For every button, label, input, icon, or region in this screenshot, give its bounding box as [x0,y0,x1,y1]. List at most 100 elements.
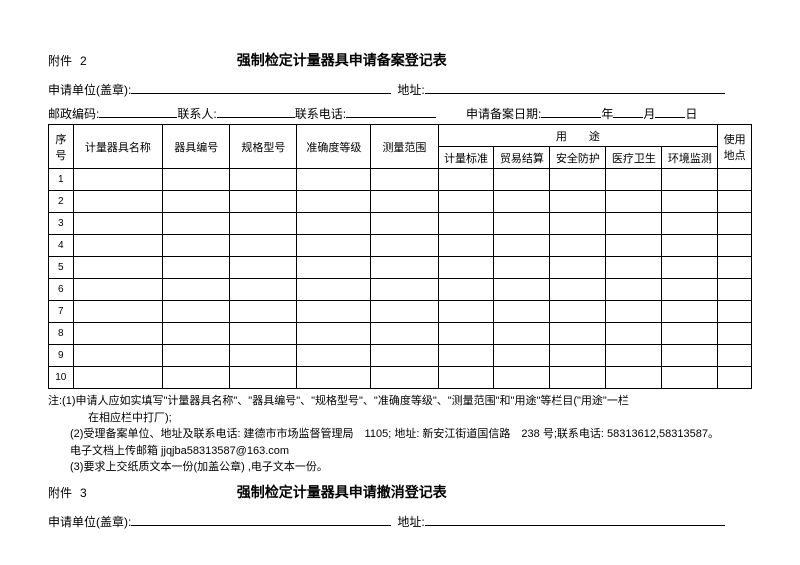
table-cell[interactable] [230,169,297,191]
table-cell[interactable] [230,257,297,279]
table-cell[interactable] [718,367,752,389]
table-cell[interactable] [550,323,606,345]
table-cell[interactable] [606,191,662,213]
table-cell[interactable] [371,169,438,191]
table-cell[interactable] [438,191,494,213]
table-cell[interactable] [606,257,662,279]
table-cell[interactable] [73,235,163,257]
day-field[interactable] [655,104,685,118]
applicant-unit-field[interactable] [131,80,391,94]
table-cell[interactable] [606,169,662,191]
table-cell[interactable] [494,169,550,191]
table-cell[interactable] [230,367,297,389]
table-cell[interactable] [438,213,494,235]
table-cell[interactable] [606,323,662,345]
contact-person-field[interactable] [217,104,295,118]
table-cell[interactable] [606,213,662,235]
table-cell[interactable] [550,169,606,191]
table-cell[interactable] [662,235,718,257]
table-cell[interactable] [550,367,606,389]
table-cell[interactable] [73,301,163,323]
table-cell[interactable] [494,191,550,213]
table-cell[interactable] [718,279,752,301]
table-cell[interactable] [73,191,163,213]
table-cell[interactable] [662,279,718,301]
table-cell[interactable] [297,301,371,323]
table-cell[interactable] [297,323,371,345]
table-cell[interactable] [371,213,438,235]
table-cell[interactable] [438,345,494,367]
table-cell[interactable] [606,301,662,323]
table-cell[interactable] [73,169,163,191]
table-cell[interactable] [662,301,718,323]
table-cell[interactable] [371,191,438,213]
table-cell[interactable] [550,301,606,323]
table-cell[interactable] [73,257,163,279]
table-cell[interactable] [371,345,438,367]
table-cell[interactable] [718,213,752,235]
table-cell[interactable] [297,191,371,213]
table-cell[interactable] [494,345,550,367]
table-cell[interactable] [230,323,297,345]
table-cell[interactable] [371,279,438,301]
contact-phone-field[interactable] [346,104,436,118]
table-cell[interactable] [438,367,494,389]
table-cell[interactable] [662,213,718,235]
table-cell[interactable] [297,345,371,367]
table-cell[interactable] [438,323,494,345]
table-cell[interactable] [718,169,752,191]
table-cell[interactable] [494,323,550,345]
table-cell[interactable] [73,323,163,345]
month-field[interactable] [613,104,643,118]
table-cell[interactable] [297,367,371,389]
table-cell[interactable] [73,367,163,389]
table-cell[interactable] [371,367,438,389]
table-cell[interactable] [163,301,230,323]
postal-field[interactable] [99,104,177,118]
table-cell[interactable] [297,213,371,235]
table-cell[interactable] [230,279,297,301]
table-cell[interactable] [718,301,752,323]
table-cell[interactable] [163,191,230,213]
table-cell[interactable] [163,367,230,389]
address-field[interactable] [425,80,725,94]
table-cell[interactable] [371,257,438,279]
table-cell[interactable] [494,279,550,301]
table-cell[interactable] [230,345,297,367]
applicant-unit-field-3[interactable] [131,512,391,526]
table-cell[interactable] [297,257,371,279]
table-cell[interactable] [297,169,371,191]
table-cell[interactable] [718,257,752,279]
table-cell[interactable] [163,235,230,257]
table-cell[interactable] [662,191,718,213]
table-cell[interactable] [230,301,297,323]
table-cell[interactable] [550,279,606,301]
table-cell[interactable] [606,279,662,301]
table-cell[interactable] [662,257,718,279]
table-cell[interactable] [297,235,371,257]
table-cell[interactable] [73,279,163,301]
table-cell[interactable] [718,323,752,345]
table-cell[interactable] [662,345,718,367]
table-cell[interactable] [438,301,494,323]
table-cell[interactable] [163,323,230,345]
year-field[interactable] [541,104,601,118]
table-cell[interactable] [550,191,606,213]
table-cell[interactable] [662,169,718,191]
table-cell[interactable] [438,257,494,279]
table-cell[interactable] [371,301,438,323]
table-cell[interactable] [718,191,752,213]
table-cell[interactable] [550,213,606,235]
table-cell[interactable] [662,323,718,345]
table-cell[interactable] [606,367,662,389]
table-cell[interactable] [73,213,163,235]
table-cell[interactable] [163,213,230,235]
table-cell[interactable] [230,213,297,235]
table-cell[interactable] [163,279,230,301]
table-cell[interactable] [73,345,163,367]
table-cell[interactable] [163,345,230,367]
table-cell[interactable] [438,169,494,191]
table-cell[interactable] [230,191,297,213]
table-cell[interactable] [163,169,230,191]
table-cell[interactable] [606,345,662,367]
